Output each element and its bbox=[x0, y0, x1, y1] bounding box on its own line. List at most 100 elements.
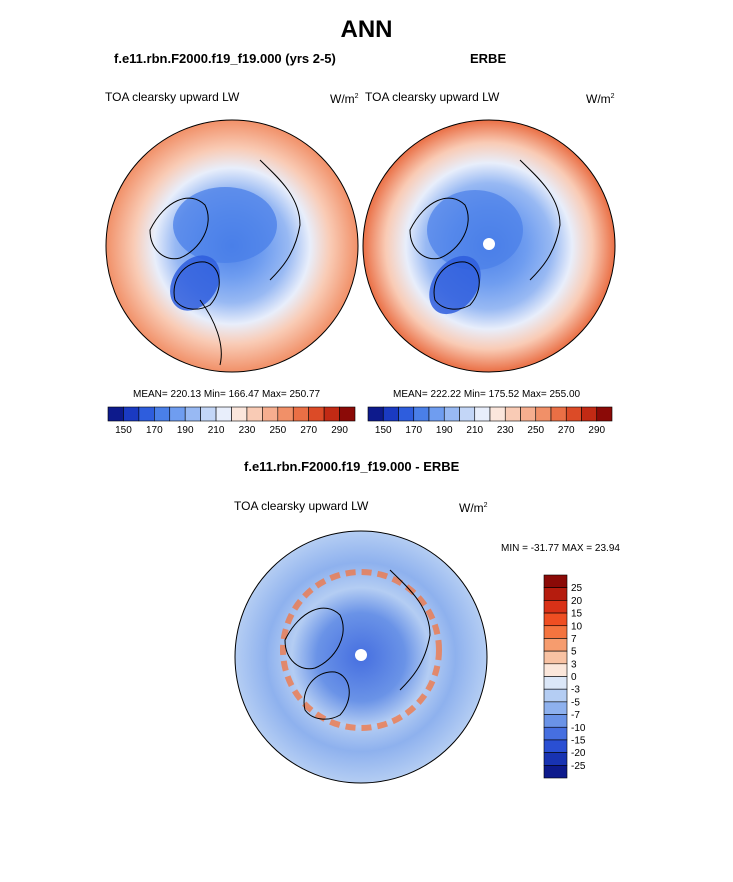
panel3-pole-hole bbox=[355, 649, 367, 661]
panel1-units-base: W/m bbox=[330, 92, 355, 106]
panel2-colorbar-swatch bbox=[535, 406, 552, 422]
panel1-colorbar-tick-label: 290 bbox=[331, 425, 348, 436]
panel1-colorbar-swatch bbox=[277, 406, 294, 422]
panel2-colorbar-swatch bbox=[367, 406, 384, 422]
panel2-colorbar: 150 170 190 210 230 250 270 290 bbox=[367, 406, 613, 436]
panel3-colorbar-tick-label: 0 bbox=[571, 672, 577, 683]
panel3-colorbar-tick-label: -20 bbox=[571, 748, 586, 759]
panel1-units: W/m2 bbox=[330, 92, 359, 106]
panel3-coast-archipelago bbox=[284, 607, 344, 670]
panel2-colorbar-swatch bbox=[596, 406, 613, 422]
panel3-colorbar-tick-label: 5 bbox=[571, 647, 577, 658]
panel1-colorbar-tick-label: 230 bbox=[239, 425, 256, 436]
panel2-units: W/m2 bbox=[586, 92, 615, 106]
panel2-coast-archipelago bbox=[409, 197, 469, 260]
panel3-colorbar-swatch bbox=[543, 663, 568, 677]
panel2-units-base: W/m bbox=[586, 92, 611, 106]
panel1-colorbar-swatch bbox=[107, 406, 124, 422]
panel2-title: ERBE bbox=[470, 51, 507, 66]
panel2-colorbar-swatch bbox=[443, 406, 460, 422]
panel3-colorbar-swatch bbox=[543, 574, 568, 588]
panel3-colorbar-swatch bbox=[543, 587, 568, 601]
panel2-variable-label: TOA clearsky upward LW bbox=[365, 90, 500, 104]
panel2-arctic-low bbox=[427, 190, 523, 270]
panel1-stats: MEAN= 220.13 Min= 166.47 Max= 250.77 bbox=[133, 389, 321, 400]
panel1-title: f.e11.rbn.F2000.f19_f19.000 (yrs 2-5) bbox=[114, 51, 336, 66]
panel1-coast-greenland bbox=[173, 261, 220, 310]
panel2-colorbar-tick-label: 270 bbox=[558, 425, 575, 436]
panel3-colorbar-swatch bbox=[543, 676, 568, 690]
panel2-colorbar-swatch bbox=[581, 406, 598, 422]
panel3-colorbar-swatch bbox=[543, 726, 568, 741]
panel1-colorbar-swatch bbox=[246, 406, 263, 422]
panel1-colorbar-swatch bbox=[262, 406, 279, 422]
panel2-colorbar-swatch bbox=[550, 406, 567, 422]
panel3-colorbar-tick-label: 10 bbox=[571, 621, 583, 632]
panel3-colorbar-swatch bbox=[543, 612, 568, 627]
page-title: ANN bbox=[340, 16, 393, 43]
panel3-colorbar-swatch bbox=[543, 638, 568, 652]
panel3-stats: MIN = -31.77 MAX = 23.94 bbox=[501, 543, 620, 554]
panel2-colorbar-swatch bbox=[520, 406, 537, 422]
panel2-colorbar-tick-label: 230 bbox=[497, 425, 514, 436]
panel2-colorbar-swatch bbox=[428, 406, 445, 422]
panel3-colorbar-swatch bbox=[543, 600, 568, 614]
panel2-colorbar-tick-label: 150 bbox=[375, 425, 392, 436]
panel3-units-exp: 2 bbox=[483, 502, 488, 509]
panel2-pole-hole bbox=[483, 238, 495, 250]
panel3-colorbar-swatch bbox=[543, 650, 568, 665]
panel1-colorbar-tick-label: 190 bbox=[177, 425, 194, 436]
panel3-positive-ring bbox=[280, 569, 442, 731]
panel2-colorbar-swatch bbox=[489, 406, 506, 422]
panel3-map bbox=[234, 530, 488, 784]
panel3-colorbar-swatch bbox=[543, 752, 568, 766]
panel2-colorbar-swatch bbox=[459, 406, 476, 422]
panel3-variable-label: TOA clearsky upward LW bbox=[234, 499, 369, 513]
panel2-colorbar-swatch bbox=[565, 406, 582, 422]
panel1-colorbar-swatch bbox=[231, 406, 248, 422]
panel1-colorbar-swatch bbox=[169, 406, 186, 422]
panel3-colorbar-swatch bbox=[543, 688, 568, 703]
panel1-colorbar-swatch bbox=[215, 406, 232, 422]
panel2-coast-greenland bbox=[433, 261, 480, 310]
panel1-units-exp: 2 bbox=[354, 93, 359, 100]
panel3-colorbar-tick-label: 20 bbox=[571, 596, 583, 607]
panel3-colorbar-tick-label: -7 bbox=[571, 710, 580, 721]
panel3-colorbar-tick-label: -5 bbox=[571, 697, 580, 708]
panel2-colorbar-tick-label: 250 bbox=[527, 425, 544, 436]
panel3-colorbar-tick-label: -10 bbox=[571, 723, 586, 734]
panel1-colorbar-swatch bbox=[323, 406, 340, 422]
panel1-colorbar: 150 170 190 210 230 250 270 290 bbox=[107, 406, 356, 436]
panel2-map bbox=[362, 119, 616, 373]
panel1-coast-europe bbox=[199, 299, 222, 366]
panel1-coast-archipelago bbox=[149, 197, 209, 260]
panel3-colorbar-swatch bbox=[543, 625, 568, 639]
panel1-colorbar-tick-label: 250 bbox=[269, 425, 286, 436]
panel3-units: W/m2 bbox=[459, 501, 488, 515]
panel3-title: f.e11.rbn.F2000.f19_f19.000 - ERBE bbox=[244, 459, 460, 474]
panel3-colorbar-swatch bbox=[543, 765, 568, 779]
panel1-colorbar-swatch bbox=[200, 406, 217, 422]
panel1-colorbar-swatch bbox=[308, 406, 325, 422]
panel3-colorbar-tick-label: 15 bbox=[571, 609, 583, 620]
panel2-colorbar-swatch bbox=[413, 406, 430, 422]
panel1-colorbar-tick-label: 210 bbox=[208, 425, 225, 436]
panel2-colorbar-swatch bbox=[398, 406, 415, 422]
panel2-units-exp: 2 bbox=[610, 93, 615, 100]
panel1-colorbar-swatch bbox=[184, 406, 201, 422]
panel1-greenland-low bbox=[170, 255, 220, 311]
panel1-colorbar-tick-label: 270 bbox=[300, 425, 317, 436]
panel1-colorbar-swatch bbox=[292, 406, 309, 422]
panel1-colorbar-tick-label: 150 bbox=[115, 425, 132, 436]
panel3-colorbar-tick-label: -25 bbox=[571, 761, 586, 772]
panel1-map bbox=[105, 119, 359, 373]
panel2-coast-siberia bbox=[519, 159, 561, 281]
panel3-colorbar-swatch bbox=[543, 739, 568, 753]
panel2-colorbar-tick-label: 190 bbox=[436, 425, 453, 436]
panel1-colorbar-swatch bbox=[154, 406, 171, 422]
panel2-colorbar-swatch bbox=[382, 406, 399, 422]
panel3-colorbar-tick-label: 7 bbox=[571, 634, 577, 645]
panel2-colorbar-tick-label: 290 bbox=[588, 425, 605, 436]
panel3-units-base: W/m bbox=[459, 501, 484, 515]
panel2-colorbar-tick-label: 210 bbox=[466, 425, 483, 436]
